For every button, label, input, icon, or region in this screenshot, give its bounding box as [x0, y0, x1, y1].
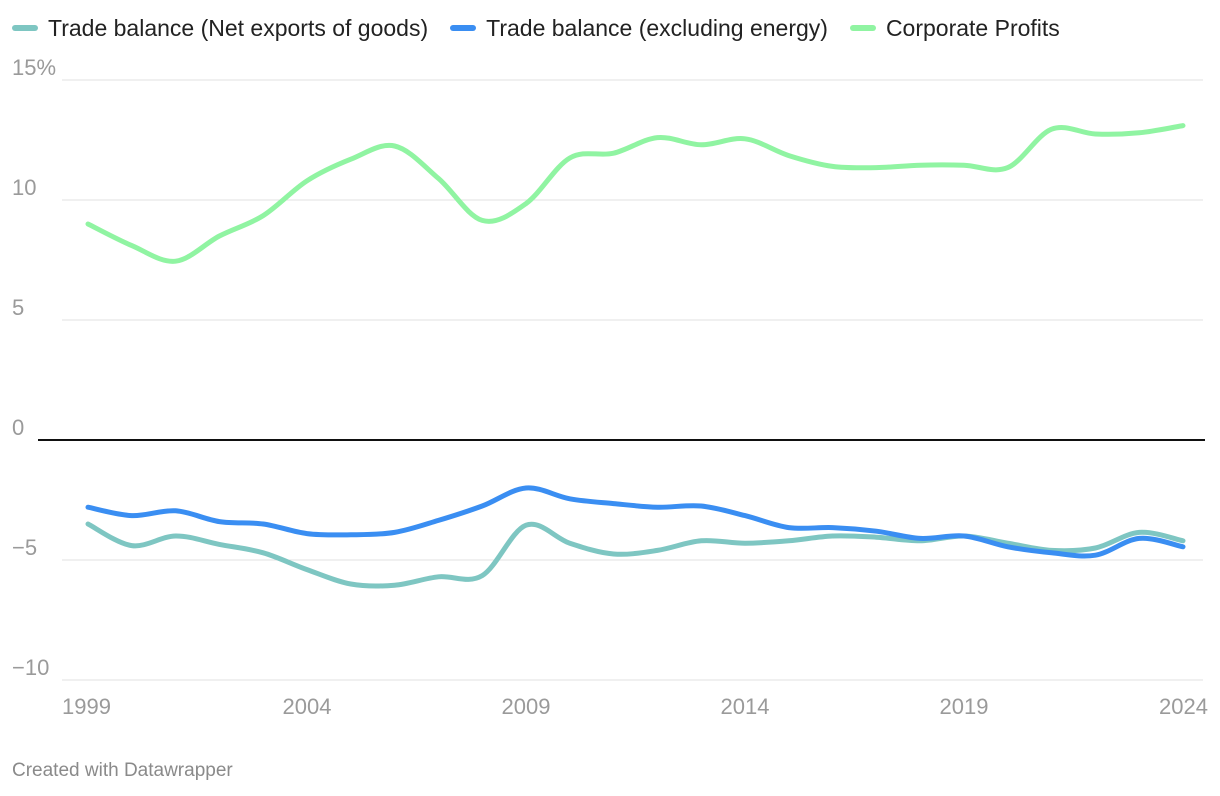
legend-item: Trade balance (Net exports of goods) — [12, 15, 428, 42]
y-tick-label: −10 — [12, 655, 49, 680]
legend-label: Trade balance (excluding energy) — [486, 14, 828, 41]
x-tick-label: 2019 — [940, 694, 989, 719]
x-tick-label: 2009 — [502, 694, 551, 719]
series-line-0 — [85, 521, 1186, 589]
legend-label: Corporate Profits — [885, 14, 1060, 41]
x-axis-ticks: 1999 2004 2009 2014 2019 2024 — [62, 694, 1208, 719]
x-tick-label: 2014 — [721, 694, 770, 719]
y-tick-label: −5 — [12, 535, 37, 560]
series-line-1 — [85, 485, 1186, 559]
legend-swatch — [12, 25, 38, 31]
x-tick-label: 2024 — [1159, 694, 1208, 719]
y-tick-label: 5 — [12, 295, 24, 320]
legend-label: Trade balance (Net exports of goods) — [48, 14, 429, 41]
series-lines — [85, 123, 1186, 589]
x-tick-label: 2004 — [283, 694, 332, 719]
legend-swatch — [450, 25, 477, 31]
y-axis-ticks: 15% 10 5 0 −5 −10 — [12, 55, 56, 680]
y-tick-label: 0 — [12, 415, 24, 440]
y-tick-label: 10 — [12, 175, 36, 200]
credit-text: Created with Datawrapper — [12, 760, 233, 781]
legend-item: Corporate Profits — [849, 14, 1060, 42]
grid-lines — [38, 79, 1205, 681]
series-line-2 — [85, 123, 1186, 264]
y-tick-label: 15% — [12, 55, 56, 80]
x-tick-label: 1999 — [62, 694, 111, 719]
legend: Trade balance (Net exports of goods) Trad… — [12, 12, 1082, 44]
legend-swatch — [849, 25, 876, 31]
legend-item: Trade balance (excluding energy) — [450, 15, 828, 42]
